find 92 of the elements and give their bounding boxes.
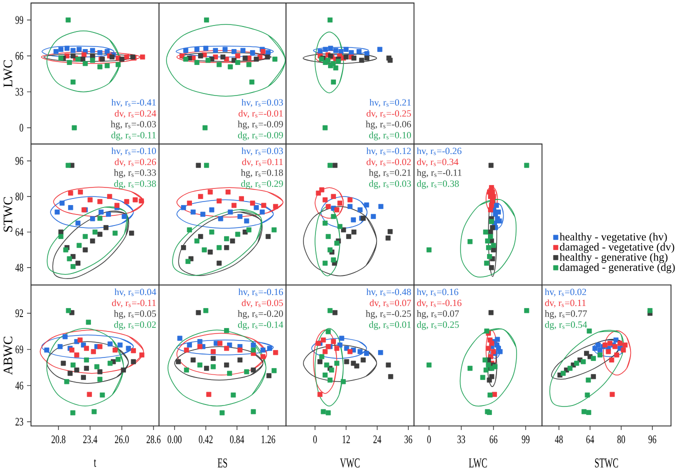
annotation: hv, r$_{s}$=0.04 <box>114 288 156 297</box>
legend-label: healthy - generative (hg) <box>560 253 668 264</box>
x-tick-label: 0 <box>427 436 431 444</box>
annotation: dv, r$_{s}$=0.11 <box>545 299 586 308</box>
annotation: hg, r$_{s}$=0.05 <box>114 310 156 319</box>
annotation: hg, r$_{s}$=0.77 <box>544 310 587 319</box>
annotation: hg, r$_{s}$=-0.09 <box>238 120 283 130</box>
legend-label: damaged - vegetative (dv) <box>560 242 674 253</box>
y-tick-label: 92 <box>15 309 24 318</box>
x-tick-label: 0.42 <box>198 436 213 444</box>
annotation: dv, r$_{s}$=-0.25 <box>366 110 411 118</box>
annotation: dg, r$_{s}$=0.25 <box>417 321 459 330</box>
legend-label: healthy - vegetative (hv) <box>560 232 667 243</box>
annotation: dg, r$_{s}$=0.38 <box>114 180 156 189</box>
x-tick-label: 24 <box>373 436 382 444</box>
y-axis-title: ABWC <box>4 336 12 375</box>
y-tick-label: 48 <box>15 264 24 272</box>
annotation: hv, r$_{s}$=0.16 <box>416 288 458 297</box>
annotation: dv, r$_{s}$=0.07 <box>370 299 412 308</box>
annotation: dg, r$_{s}$=0.03 <box>369 180 411 189</box>
annotation: hg, r$_{s}$=-0.20 <box>238 310 283 319</box>
x-axis-title: STWC <box>595 458 618 468</box>
annotation: dv, r$_{s}$=-0.11 <box>112 299 156 308</box>
annotation: dv, r$_{s}$=0.05 <box>242 299 283 308</box>
annotation: hg, r$_{s}$=-0.03 <box>110 120 156 130</box>
x-axis-title: VWC <box>340 458 360 468</box>
x-tick-label: 0.84 <box>230 436 244 444</box>
annotation: dg, r$_{s}$=0.10 <box>369 132 411 140</box>
x-tick-label: 99 <box>522 436 530 444</box>
annotation: hv, r$_{s}$=-0.12 <box>366 147 411 156</box>
y-tick-label: 80 <box>16 192 24 200</box>
annotation: hg, r$_{s}$=0.07 <box>416 310 459 319</box>
annotation: hv, r$_{s}$=-0.48 <box>366 288 411 297</box>
annotation: hg, r$_{s}$=-0.06 <box>366 120 412 130</box>
x-tick-label: 20.8 <box>52 436 66 444</box>
x-axis-title: LWC <box>468 458 487 468</box>
annotation: hg, r$_{s}$=0.33 <box>114 169 156 178</box>
x-axis-title: t <box>94 459 96 467</box>
x-tick-label: 12 <box>342 436 350 444</box>
y-tick-label: 46 <box>15 382 24 390</box>
annotation: dv, r$_{s}$=-0.02 <box>366 158 411 167</box>
annotation: dg, r$_{s}$=0.54 <box>545 321 588 330</box>
annotation: hg, r$_{s}$=-0.25 <box>366 310 411 319</box>
x-tick-label: 36 <box>404 436 412 444</box>
annotation: hv, r$_{s}$=0.21 <box>370 98 411 108</box>
annotation: dg, r$_{s}$=0.01 <box>369 321 411 330</box>
annotation: hv, r$_{s}$=0.03 <box>242 147 283 156</box>
x-tick-label: 66 <box>490 436 498 444</box>
x-tick-label: 80 <box>617 436 626 444</box>
y-tick-label: 64 <box>16 228 24 236</box>
annotation: hv, r$_{s}$=0.03 <box>242 98 283 108</box>
x-tick-label: 48 <box>554 436 563 444</box>
annotation: hg, r$_{s}$=-0.11 <box>416 169 462 178</box>
annotation: hg, r$_{s}$=0.21 <box>368 169 411 178</box>
annotation: hv, r$_{s}$=-0.16 <box>238 288 284 297</box>
x-tick-label: 23.4 <box>83 436 98 444</box>
x-tick-label: 64 <box>586 436 594 444</box>
annotation: dv, r$_{s}$=0.24 <box>114 110 156 118</box>
annotation: dg, r$_{s}$=-0.09 <box>238 132 283 140</box>
x-tick-label: 26.0 <box>114 436 129 444</box>
y-tick-label: 33 <box>16 88 24 96</box>
annotation: hv, r$_{s}$=-0.41 <box>111 98 156 108</box>
annotation: dg, r$_{s}$=-0.11 <box>111 132 156 140</box>
x-axis-title: ES <box>218 458 228 468</box>
x-tick-label: 33 <box>458 436 466 444</box>
annotation: dg, r$_{s}$=0.02 <box>114 321 156 330</box>
annotation: hv, r$_{s}$=-0.26 <box>416 147 462 156</box>
annotation: dg, r$_{s}$=-0.14 <box>238 321 284 330</box>
y-tick-label: 0 <box>20 124 24 132</box>
y-tick-label: 23 <box>16 418 24 426</box>
x-tick-label: 28.6 <box>146 436 161 444</box>
legend-label: damaged - generative (dg) <box>560 263 675 274</box>
annotation: dv, r$_{s}$=-0.16 <box>417 299 462 308</box>
x-tick-label: 0 <box>313 436 317 444</box>
annotation: hv, r$_{s}$=-0.10 <box>111 147 156 156</box>
y-tick-label: 69 <box>16 346 24 354</box>
x-tick-label: 1.26 <box>262 436 276 444</box>
annotation: dv, r$_{s}$=0.34 <box>417 158 458 167</box>
x-tick-label: 96 <box>648 436 656 444</box>
annotation: dv, r$_{s}$=0.26 <box>114 158 156 167</box>
y-tick-label: 66 <box>16 52 24 60</box>
y-axis-title: STWC <box>4 197 12 232</box>
y-axis-title: LWC <box>4 60 12 88</box>
annotation: dv, r$_{s}$=-0.01 <box>238 110 283 118</box>
y-tick-label: 96 <box>15 157 24 165</box>
annotation: hg, r$_{s}$=0.18 <box>240 169 283 178</box>
annotation: dg, r$_{s}$=0.29 <box>241 180 283 189</box>
y-tick-label: 99 <box>15 16 24 24</box>
annotation: dg, r$_{s}$=0.38 <box>417 180 459 189</box>
annotation: hv, r$_{s}$=0.02 <box>544 288 586 297</box>
annotation: dv, r$_{s}$=0.11 <box>242 158 283 167</box>
x-tick-label: 0.00 <box>168 436 182 444</box>
